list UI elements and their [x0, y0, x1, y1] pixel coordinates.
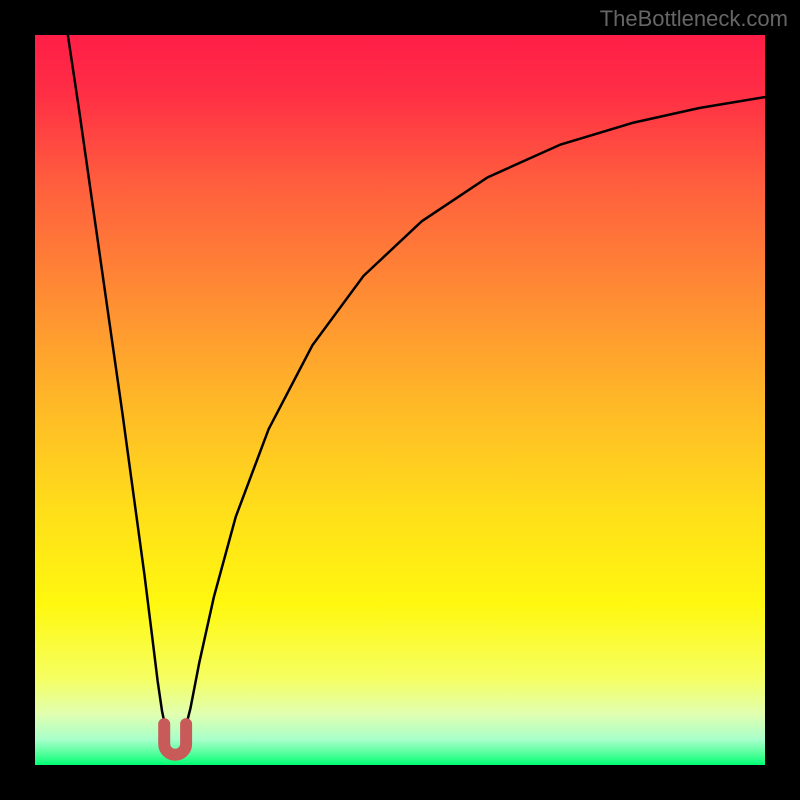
watermark-text: TheBottleneck.com: [600, 6, 788, 32]
chart-svg: [35, 35, 765, 765]
plot-area: [35, 35, 765, 765]
chart-background: [35, 35, 765, 765]
chart-container: TheBottleneck.com: [0, 0, 800, 800]
